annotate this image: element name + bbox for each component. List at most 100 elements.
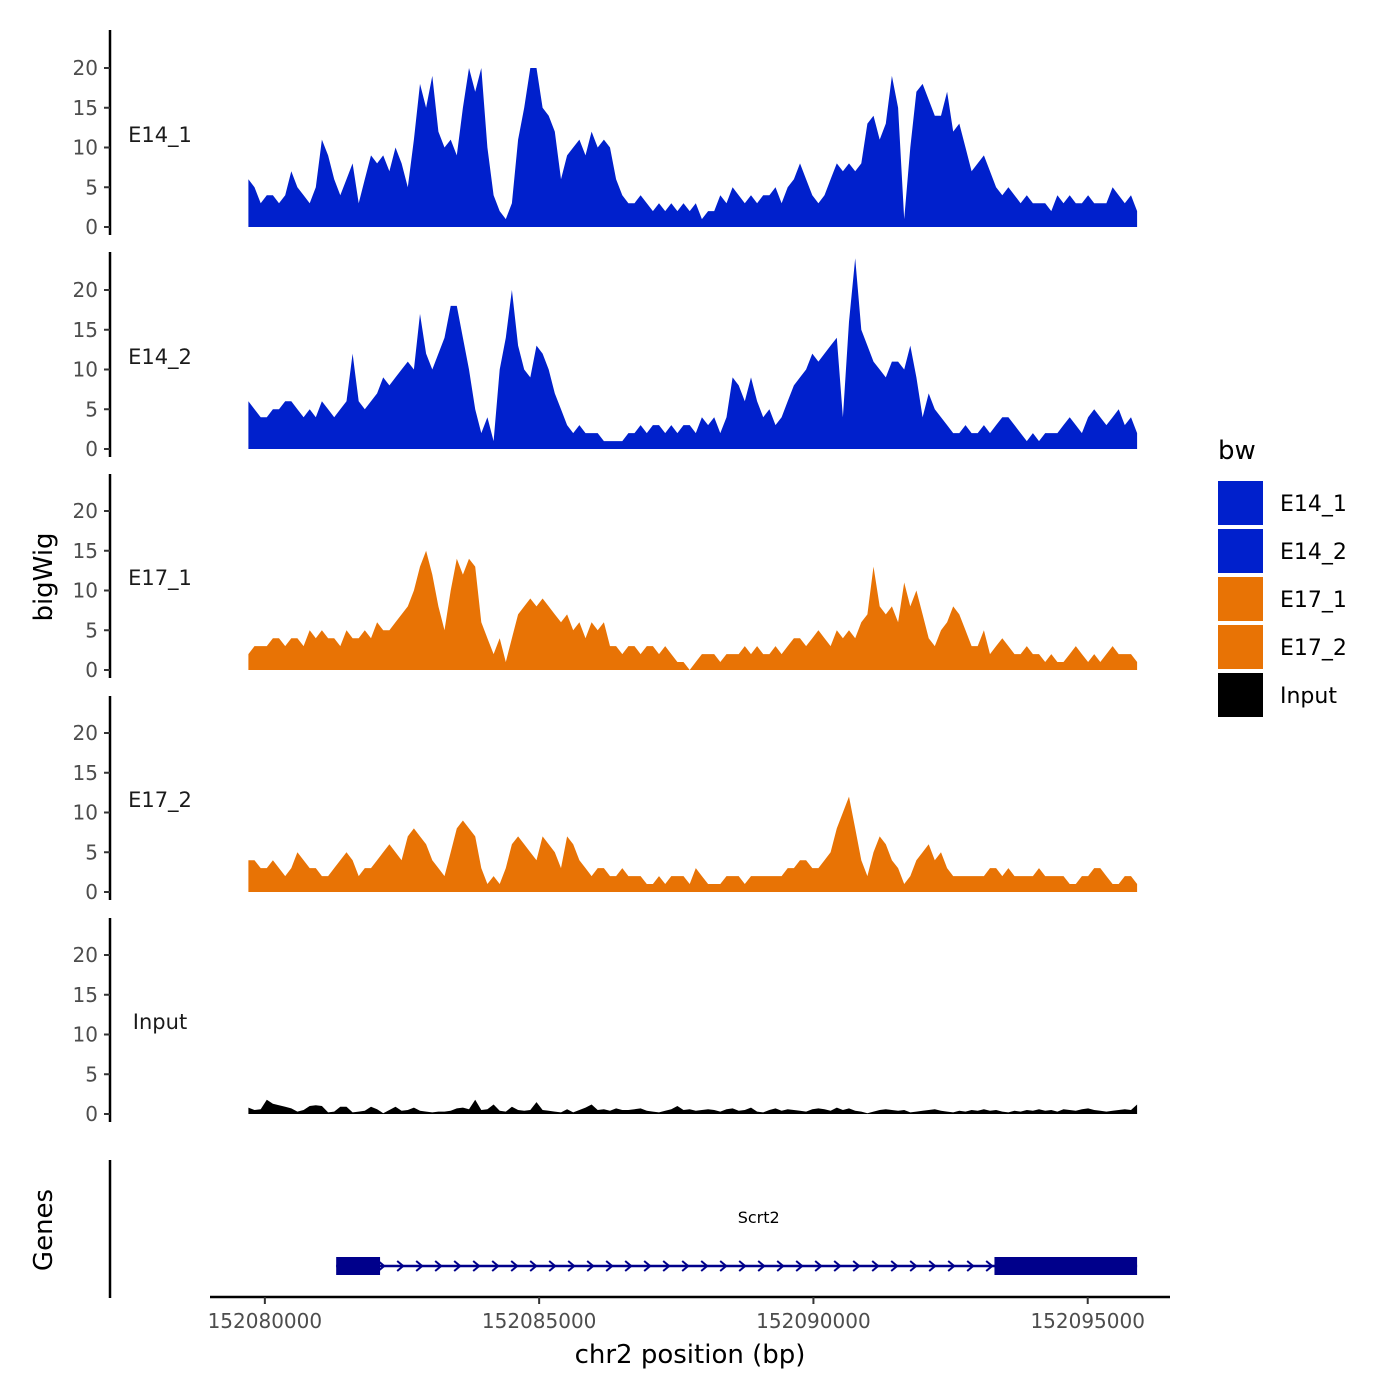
legend-item-e17_2: E17_2 <box>1218 625 1347 669</box>
track-panel-e14_2: 0 5 10 15 20 E14_2 <box>73 252 1138 461</box>
strand-arrow-icon <box>966 1260 975 1272</box>
y-tick-label: 20 <box>73 721 98 745</box>
track-label: Input <box>133 1010 187 1034</box>
track-label: E17_2 <box>128 788 192 813</box>
signal-area-input <box>248 1099 1138 1114</box>
legend-item-e14_2: E14_2 <box>1218 529 1347 573</box>
strand-arrow-icon <box>453 1260 462 1272</box>
track-panel-input: 0 5 10 15 20 Input <box>73 918 1138 1126</box>
y-tick-label: 0 <box>85 880 98 904</box>
strand-arrow-icon <box>928 1260 937 1272</box>
strand-arrow-icon <box>738 1260 747 1272</box>
gene-track-title: Genes <box>29 1189 59 1271</box>
x-tick-label: 152085000 <box>482 1309 597 1333</box>
y-tick-label: 20 <box>73 278 98 302</box>
y-tick-label: 0 <box>85 658 98 682</box>
strand-arrow-icon <box>415 1260 424 1272</box>
legend-label: Input <box>1280 684 1337 709</box>
track-panel-e17_2: 0 5 10 15 20 E17_2 <box>73 696 1138 904</box>
x-tick-label: 152090000 <box>756 1309 871 1333</box>
y-tick-label: 10 <box>73 1023 98 1047</box>
strand-arrow-icon <box>548 1260 557 1272</box>
gene-scrt2: Scrt2 <box>336 1208 1138 1275</box>
y-tick-label: 5 <box>85 1062 98 1086</box>
signal-area-e14_2 <box>248 258 1138 449</box>
x-axis-title: chr2 position (bp) <box>575 1340 806 1370</box>
strand-arrow-icon <box>871 1260 880 1272</box>
y-axis-title: bigWig <box>29 532 59 621</box>
legend-label: E14_2 <box>1280 540 1347 565</box>
track-label: E14_1 <box>128 123 192 148</box>
track-label: E17_1 <box>128 566 192 591</box>
strand-arrow-icon <box>624 1260 633 1272</box>
gene-exon <box>994 1257 1138 1275</box>
y-tick-label: 10 <box>73 136 98 160</box>
signal-tracks: 0 5 10 15 20 E14_1 0 5 10 15 20 E14_2 0 5 10 15 20 E17_1 0… <box>73 30 1138 1126</box>
strand-arrow-icon <box>529 1260 538 1272</box>
signal-area-e17_1 <box>248 550 1138 670</box>
strand-arrow-icon <box>605 1260 614 1272</box>
strand-arrow-icon <box>472 1260 481 1272</box>
strand-arrow-icon <box>396 1260 405 1272</box>
y-tick-label: 15 <box>73 318 98 342</box>
y-tick-label: 10 <box>73 801 98 825</box>
y-tick-label: 15 <box>73 539 98 563</box>
legend-swatch <box>1218 625 1263 669</box>
legend-swatch <box>1218 673 1263 717</box>
y-tick-label: 5 <box>85 175 98 199</box>
track-panel-e14_1: 0 5 10 15 20 E14_1 <box>73 30 1138 239</box>
y-tick-label: 5 <box>85 840 98 864</box>
strand-arrow-icon <box>719 1260 728 1272</box>
strand-arrow-icon <box>890 1260 899 1272</box>
y-tick-label: 0 <box>85 215 98 239</box>
legend-title: bw <box>1218 436 1256 466</box>
legend-item-e14_1: E14_1 <box>1218 481 1347 525</box>
strand-arrow-icon <box>586 1260 595 1272</box>
signal-area-e17_2 <box>248 796 1138 892</box>
y-tick-label: 15 <box>73 96 98 120</box>
y-tick-label: 20 <box>73 499 98 523</box>
x-axis: 152080000 152085000 152090000 152095000 <box>208 1295 1170 1333</box>
strand-arrow-icon <box>567 1260 576 1272</box>
strand-arrow-icon <box>947 1260 956 1272</box>
strand-arrow-icon <box>510 1260 519 1272</box>
signal-area-e14_1 <box>248 68 1138 227</box>
strand-arrow-icon <box>491 1260 500 1272</box>
gene-exon <box>336 1257 381 1275</box>
legend-item-e17_1: E17_1 <box>1218 577 1347 621</box>
strand-arrow-icon <box>852 1260 861 1272</box>
y-tick-label: 5 <box>85 618 98 642</box>
strand-arrow-icon <box>662 1260 671 1272</box>
track-label: E14_2 <box>128 345 192 370</box>
legend: E14_1 E14_2 E17_1 E17_2 Input <box>1218 481 1347 717</box>
strand-arrow-icon <box>909 1260 918 1272</box>
strand-arrow-icon <box>814 1260 823 1272</box>
strand-arrow-icon <box>434 1260 443 1272</box>
strand-arrow-icon <box>833 1260 842 1272</box>
legend-swatch <box>1218 529 1263 573</box>
y-tick-label: 15 <box>73 761 98 785</box>
y-tick-label: 10 <box>73 358 98 382</box>
strand-arrow-icon <box>985 1260 994 1272</box>
y-tick-label: 15 <box>73 983 98 1007</box>
y-tick-label: 0 <box>85 437 98 461</box>
y-tick-label: 20 <box>73 56 98 80</box>
legend-swatch <box>1218 577 1263 621</box>
legend-item-input: Input <box>1218 673 1337 717</box>
y-tick-label: 0 <box>85 1102 98 1126</box>
gene-label: Scrt2 <box>738 1208 780 1227</box>
y-tick-label: 20 <box>73 943 98 967</box>
strand-arrow-icon <box>700 1260 709 1272</box>
strand-arrow-icon <box>795 1260 804 1272</box>
strand-arrow-icon <box>377 1260 386 1272</box>
x-tick-label: 152080000 <box>208 1309 323 1333</box>
legend-label: E17_1 <box>1280 588 1347 613</box>
strand-arrow-icon <box>643 1260 652 1272</box>
legend-label: E17_2 <box>1280 636 1347 661</box>
legend-swatch <box>1218 481 1263 525</box>
gene-track: Scrt2 <box>108 1160 1138 1298</box>
y-tick-label: 5 <box>85 397 98 421</box>
strand-arrow-icon <box>757 1260 766 1272</box>
strand-arrow-icon <box>681 1260 690 1272</box>
